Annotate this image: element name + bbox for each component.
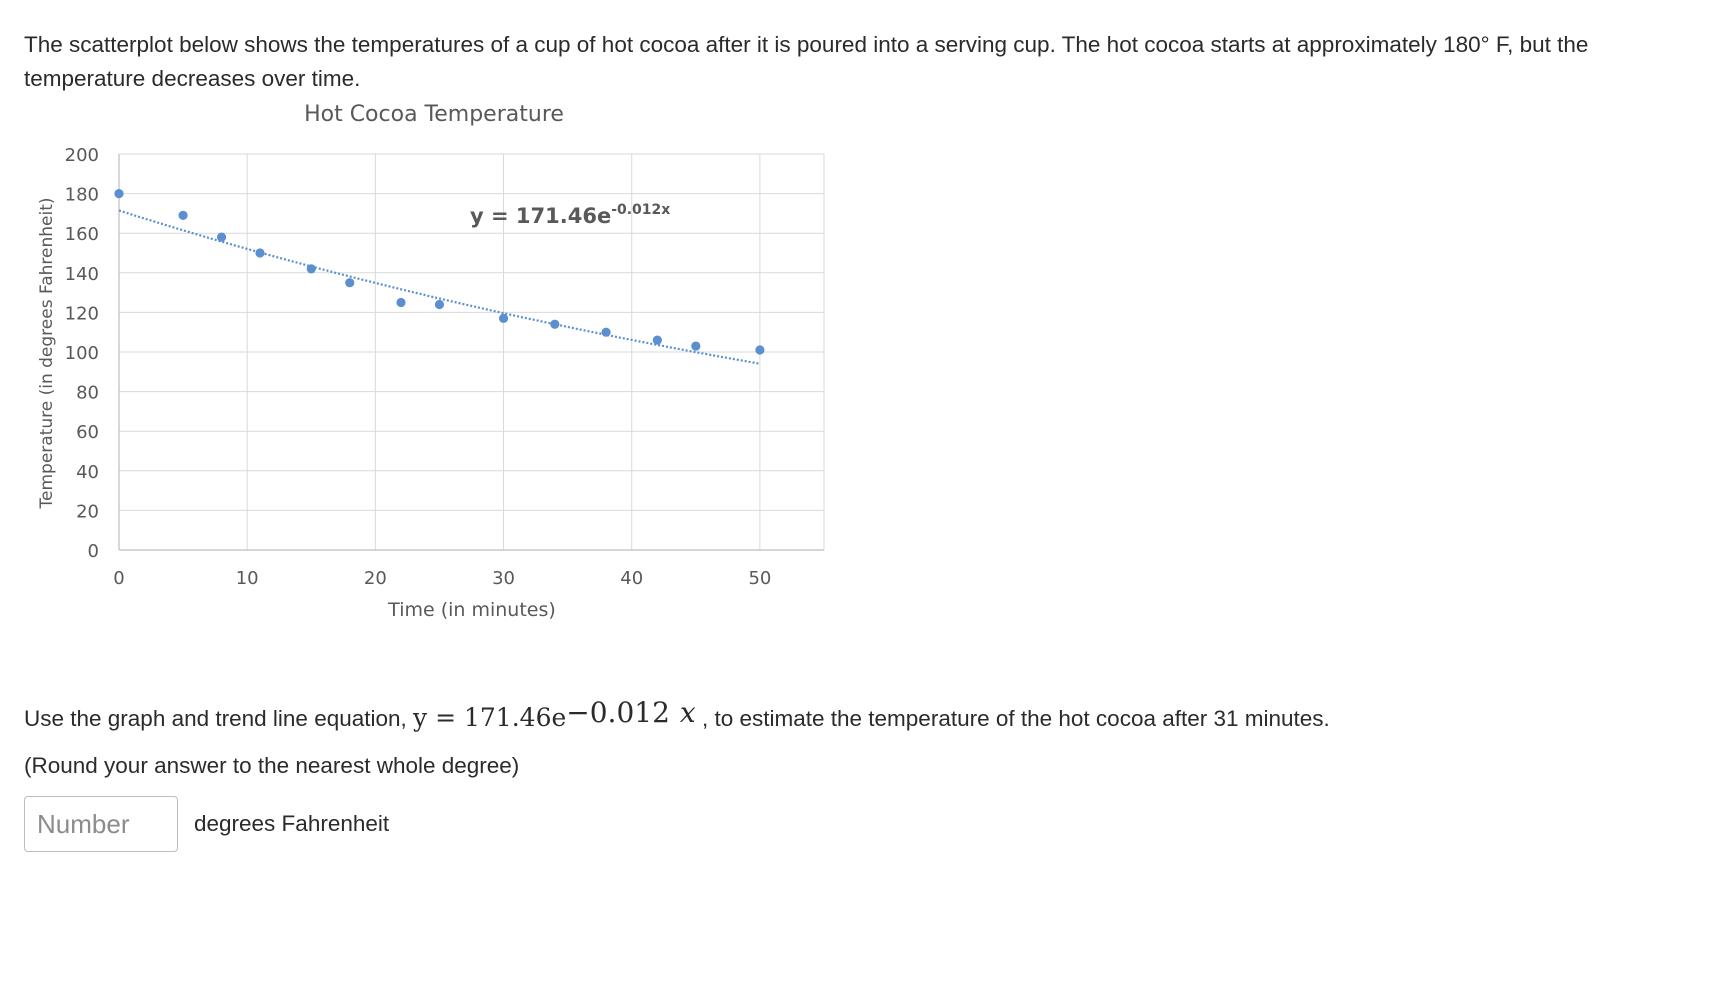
data-point — [306, 264, 316, 274]
y-tick-label: 200 — [65, 145, 99, 166]
x-tick-label: 0 — [113, 568, 124, 589]
equation-variable: x — [679, 696, 696, 729]
data-point — [396, 297, 406, 308]
answer-unit-label: degrees Fahrenheit — [194, 811, 390, 836]
question-after: , to estimate the temperature of the hot… — [695, 706, 1330, 731]
question-text: Use the graph and trend line equation, y… — [24, 696, 1330, 733]
data-point — [691, 341, 701, 351]
data-point — [216, 232, 227, 242]
x-axis-label: Time (in minutes) — [387, 599, 556, 621]
y-tick-label: 180 — [65, 185, 99, 206]
y-tick-label: 40 — [76, 462, 99, 483]
y-tick-label: 0 — [88, 541, 99, 562]
chart-title: Hot Cocoa Temperature — [304, 102, 564, 127]
data-point — [601, 327, 611, 337]
y-tick-label: 60 — [76, 422, 99, 443]
problem-intro-text: The scatterplot below shows the temperat… — [24, 32, 1589, 91]
data-point — [434, 299, 445, 310]
y-tick-label: 140 — [65, 264, 99, 285]
trend-equation: y = 171.46e−0.012 x — [413, 696, 696, 732]
rounding-instruction: (Round your answer to the nearest whole … — [24, 753, 520, 778]
question-before: Use the graph and trend line equation, — [24, 706, 414, 731]
scatter-chart-svg: Hot Cocoa Temperature 020406080100120140… — [37, 102, 825, 621]
y-axis-label: Temperature (in degrees Fahrenheit) — [37, 198, 57, 510]
equation-exponent: −0.012 — [566, 696, 670, 729]
trendline-equation-label: y = 171.46e-0.012x — [470, 202, 670, 228]
data-point — [255, 248, 265, 258]
data-point — [498, 313, 509, 323]
y-tick-label: 120 — [65, 303, 99, 324]
trendline — [118, 209, 761, 365]
equation-lhs: y = 171.46e — [413, 703, 567, 732]
x-tick-label: 50 — [748, 568, 771, 589]
data-point — [114, 189, 124, 199]
hot-cocoa-chart: Hot Cocoa Temperature 0 20 40 60 80 100 120 140… — [0, 100, 950, 700]
data-points-group — [114, 189, 765, 355]
data-point — [755, 345, 765, 355]
chart-gridlines — [119, 153, 825, 550]
x-tick-label: 10 — [236, 568, 259, 589]
data-point — [550, 319, 560, 329]
data-point — [345, 278, 355, 288]
y-tick-label: 80 — [76, 383, 99, 404]
x-tick-label: 20 — [364, 568, 387, 589]
x-tick-label: 30 — [492, 568, 515, 589]
y-tick-label: 100 — [65, 343, 99, 364]
answer-row: degrees Fahrenheit — [24, 796, 389, 852]
trendline-equation-base: y = 171.46e — [470, 204, 611, 228]
chart-axes: 0 20 40 60 80 100 120 140 160 180 200 0 10 20 30 40 50 — [65, 145, 824, 589]
x-tick-label: 40 — [620, 568, 643, 589]
data-point — [178, 210, 188, 220]
y-tick-label: 20 — [76, 501, 99, 522]
y-tick-label: 160 — [65, 224, 99, 245]
trendline-equation-exponent: -0.012x — [611, 202, 670, 218]
data-point — [652, 335, 662, 345]
trendline-group — [118, 209, 761, 365]
answer-number-input[interactable] — [24, 796, 178, 852]
